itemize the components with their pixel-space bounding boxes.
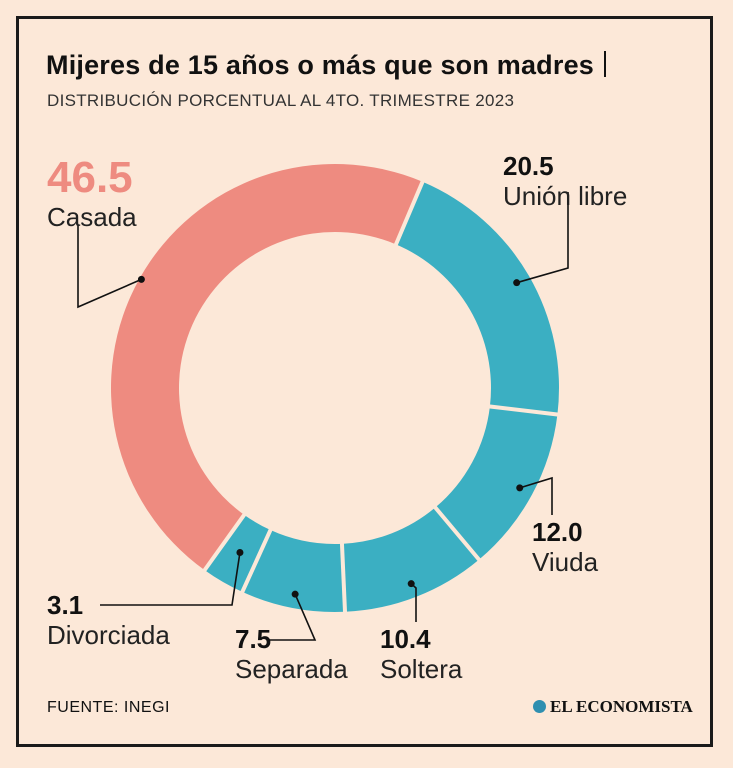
value-viuda: 12.0 [532,517,583,547]
name-viuda: Viuda [532,547,599,577]
slice-soltera [341,507,479,612]
leader-divorciada [100,552,241,606]
publisher-logo: EL ECONOMISTA [533,697,693,717]
slice-separator [239,527,274,595]
leader-dot-union-libre [513,279,521,287]
chart-frame [16,16,713,747]
value-union-libre: 20.5 [503,151,554,181]
slice-separada [242,530,346,612]
value-divorciada: 3.1 [47,590,84,620]
leader-dot-casada [137,275,145,283]
label-union-libre: 20.5 Unión libre [503,153,627,209]
slice-viuda [435,406,558,560]
name-divorciada: Divorciada [47,620,170,650]
slice-separator [487,404,560,417]
leader-separada [268,593,317,641]
slice-separator [393,179,426,248]
name-soltera: Soltera [380,654,463,684]
logo-icon [533,700,546,713]
label-viuda: 12.0 Viuda [532,519,598,575]
slice-separator [339,541,348,614]
leader-union-libre [516,192,569,284]
slice-casada [110,163,423,571]
label-casada: 46.5 Casada [47,153,137,232]
chart-title: Mijeres de 15 años o más que son madres [46,50,607,81]
slice-separator [432,504,482,563]
leader-viuda [519,476,553,515]
label-separada: 7.5 Separada [235,626,348,682]
title-divider [604,51,607,77]
chart-subtitle: DISTRIBUCIÓN PORCENTUAL AL 4TO. TRIMESTR… [47,91,515,110]
leader-casada [77,225,142,309]
slice-union-libre [395,181,559,415]
value-casada: 46.5 [47,153,133,202]
name-union-libre: Unión libre [503,181,628,211]
source-note: FUENTE: INEGI [47,699,170,716]
value-separada: 7.5 [235,624,272,654]
leader-dot-separada [291,590,299,598]
name-casada: Casada [47,202,137,232]
name-separada: Separada [235,654,348,684]
value-soltera: 10.4 [380,624,431,654]
leader-dot-viuda [516,484,524,492]
leader-dot-soltera [407,580,415,588]
label-soltera: 10.4 Soltera [380,626,462,682]
label-divorciada: 3.1 Divorciada [47,592,170,648]
slice-separator [201,512,247,573]
leader-dot-divorciada [236,549,244,557]
